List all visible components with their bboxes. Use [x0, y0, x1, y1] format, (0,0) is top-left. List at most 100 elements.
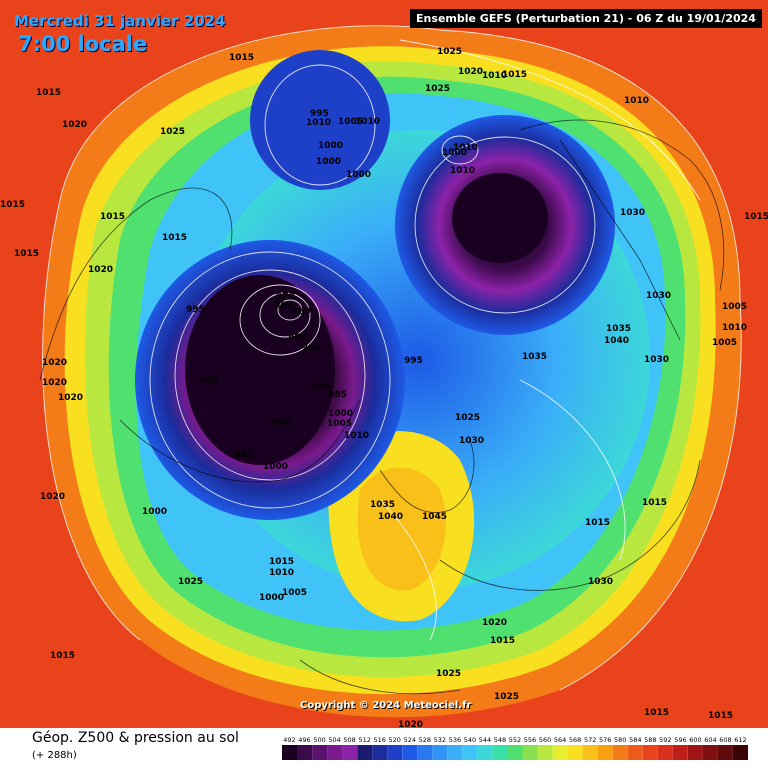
scale-tick-label: 500: [313, 736, 325, 744]
scale-swatch: [417, 745, 433, 760]
scale-tick-label: 552: [509, 736, 521, 744]
pressure-label: 1030: [459, 436, 484, 446]
pressure-label: 1010: [722, 323, 747, 333]
scale-tick-label: 504: [328, 736, 340, 744]
pressure-label: 1040: [378, 512, 403, 522]
scale-tick-label: 608: [719, 736, 731, 744]
isobars: [42, 25, 742, 691]
forecast-lead-time: (+ 288h): [32, 750, 77, 761]
pressure-label: 1000: [328, 409, 353, 419]
pressure-label: 1000: [142, 507, 167, 517]
coastlines: [39, 119, 725, 695]
pressure-label: 990: [302, 344, 321, 354]
pressure-label: 1010: [344, 431, 369, 441]
pressure-label: 1030: [620, 208, 645, 218]
scale-swatch: [537, 745, 553, 760]
scale-tick-label: 600: [689, 736, 701, 744]
pressure-label: 970: [276, 292, 295, 302]
scale-tick-label: 604: [704, 736, 716, 744]
pressure-label: 1040: [604, 336, 629, 346]
pressure-label: 1025: [178, 577, 203, 587]
scale-swatch: [477, 745, 493, 760]
scale-tick-label: 516: [373, 736, 385, 744]
scale-swatch: [402, 745, 418, 760]
pressure-label: 1020: [42, 358, 67, 368]
map-title: Géop. Z500 & pression au sol: [32, 730, 239, 746]
pressure-label: 1015: [100, 212, 125, 222]
pressure-label: 1015: [269, 557, 294, 567]
geopotential-map: 1015 1015 1020 1025 1015 1015 1020 1015 …: [0, 25, 768, 728]
scale-swatch: [492, 745, 508, 760]
pressure-label: 985: [328, 390, 347, 400]
pressure-label: 1030: [646, 291, 671, 301]
scale-swatch: [672, 745, 688, 760]
pressure-label: 965: [274, 301, 293, 311]
pressure-label: 1015: [644, 708, 669, 718]
pressure-label: 1000: [263, 462, 288, 472]
scale-tick-label: 572: [584, 736, 596, 744]
scale-tick-label: 496: [298, 736, 310, 744]
pressure-label: 1020: [88, 265, 113, 275]
pressure-label: 1025: [494, 692, 519, 702]
pressure-label: 1000: [259, 593, 284, 603]
scale-tick-label: 528: [419, 736, 431, 744]
pressure-label: 1000: [318, 141, 343, 151]
pressure-label: 1025: [436, 669, 461, 679]
pressure-label: 1010: [624, 96, 649, 106]
pressure-label: 1045: [422, 512, 447, 522]
scale-swatch: [597, 745, 613, 760]
pressure-label: 1025: [160, 127, 185, 137]
pressure-label: 1030: [644, 355, 669, 365]
pressure-label: 1005: [327, 419, 352, 429]
siberian-low-core: [452, 173, 548, 263]
scale-swatch: [552, 745, 568, 760]
scale-swatch: [657, 745, 673, 760]
scale-swatch: [702, 745, 718, 760]
pressure-labels: 1015 1015 1020 1025 1015 1015 1020 1015 …: [0, 47, 768, 728]
pressure-label: 1020: [58, 393, 83, 403]
scale-tick-label: 560: [539, 736, 551, 744]
scale-tick-label: 564: [554, 736, 566, 744]
pressure-label: 1010: [482, 71, 507, 81]
scale-tick-label: 576: [599, 736, 611, 744]
pressure-label: 1015: [585, 518, 610, 528]
scale-swatch: [327, 745, 343, 760]
scale-swatch: [447, 745, 463, 760]
pressure-label: 1015: [744, 212, 768, 222]
scale-swatch: [582, 745, 598, 760]
pressure-label: 980: [292, 307, 311, 317]
scale-tick-label: 524: [404, 736, 416, 744]
pressure-label: 1020: [398, 720, 423, 728]
scale-swatch: [627, 745, 643, 760]
scale-swatch: [507, 745, 523, 760]
pressure-label: 1010: [306, 118, 331, 128]
canadian-low-core: [185, 275, 335, 465]
scale-tick-label: 520: [388, 736, 400, 744]
pressure-label: 1000: [316, 157, 341, 167]
scale-tick-label: 544: [479, 736, 491, 744]
pressure-label: 1025: [425, 84, 450, 94]
scale-swatch: [312, 745, 328, 760]
scale-swatch: [687, 745, 703, 760]
pressure-label: 1015: [36, 88, 61, 98]
pressure-label: 980: [312, 382, 331, 392]
pressure-label: 985: [288, 333, 307, 343]
pressure-label: 1005: [712, 338, 737, 348]
pressure-label: 1020: [42, 378, 67, 388]
scale-swatch: [567, 745, 583, 760]
pressure-label: 1030: [588, 577, 613, 587]
pressure-label: 1015: [502, 70, 527, 80]
scale-tick-label: 596: [674, 736, 686, 744]
scale-tick-label: 556: [524, 736, 536, 744]
forecast-time: 7:00 locale: [18, 32, 148, 56]
color-scale: 492 496 500 504 508 512 516 520 524 528 532 536 540 5…: [282, 736, 748, 760]
pressure-label: 1020: [482, 618, 507, 628]
scale-tick-label: 532: [434, 736, 446, 744]
pressure-label: 1000: [346, 170, 371, 180]
pressure-label: 1015: [708, 711, 733, 721]
scale-tick-label: 536: [449, 736, 461, 744]
pressure-label: 1020: [458, 67, 483, 77]
scale-swatch: [642, 745, 658, 760]
scale-swatch: [387, 745, 403, 760]
scale-swatch: [612, 745, 628, 760]
